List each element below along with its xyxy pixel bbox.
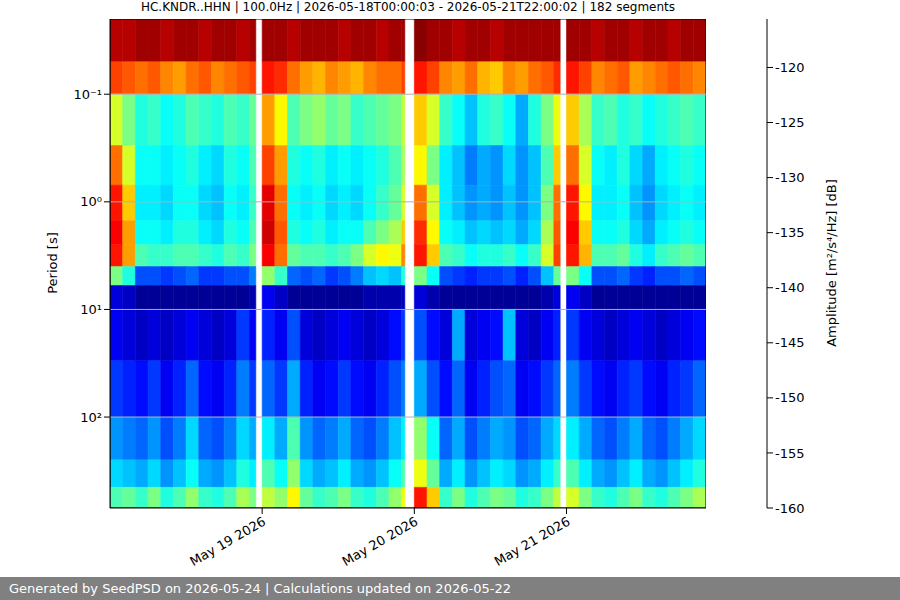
svg-text:-130: -130	[775, 170, 805, 185]
svg-text:10⁻¹: 10⁻¹	[73, 87, 102, 102]
svg-text:May 19 2026: May 19 2026	[187, 514, 268, 569]
html-text:HC.KNDR..HHN | 100.0Hz | 2026-: HC.KNDR..HHN | 100.0Hz | 2026-05-18T00:0…	[141, 0, 675, 14]
svg-text:-125: -125	[775, 115, 805, 130]
html-text:Period [s]: Period [s]	[44, 232, 60, 294]
svg-text:-150: -150	[775, 390, 805, 405]
svg-text:-140: -140	[775, 280, 805, 295]
svg-text:-160: -160	[775, 501, 805, 516]
svg-text:10²: 10²	[80, 410, 102, 425]
svg-text:-155: -155	[775, 446, 805, 461]
svg-text:-145: -145	[775, 335, 805, 350]
svg-text:May 21 2026: May 21 2026	[492, 514, 573, 569]
svg-text:10¹: 10¹	[80, 302, 102, 317]
html-text:Generated by SeedPSD on 2026-0: Generated by SeedPSD on 2026-05-24 | Cal…	[9, 581, 511, 596]
svg-text:10⁰: 10⁰	[80, 194, 102, 209]
html-text:Amplitude [m²/s⁴/Hz] [dB]: Amplitude [m²/s⁴/Hz] [dB]	[823, 179, 839, 347]
svg-text:-135: -135	[775, 225, 805, 240]
svg-text:May 20 2026: May 20 2026	[340, 514, 421, 569]
svg-text:-120: -120	[775, 60, 805, 75]
